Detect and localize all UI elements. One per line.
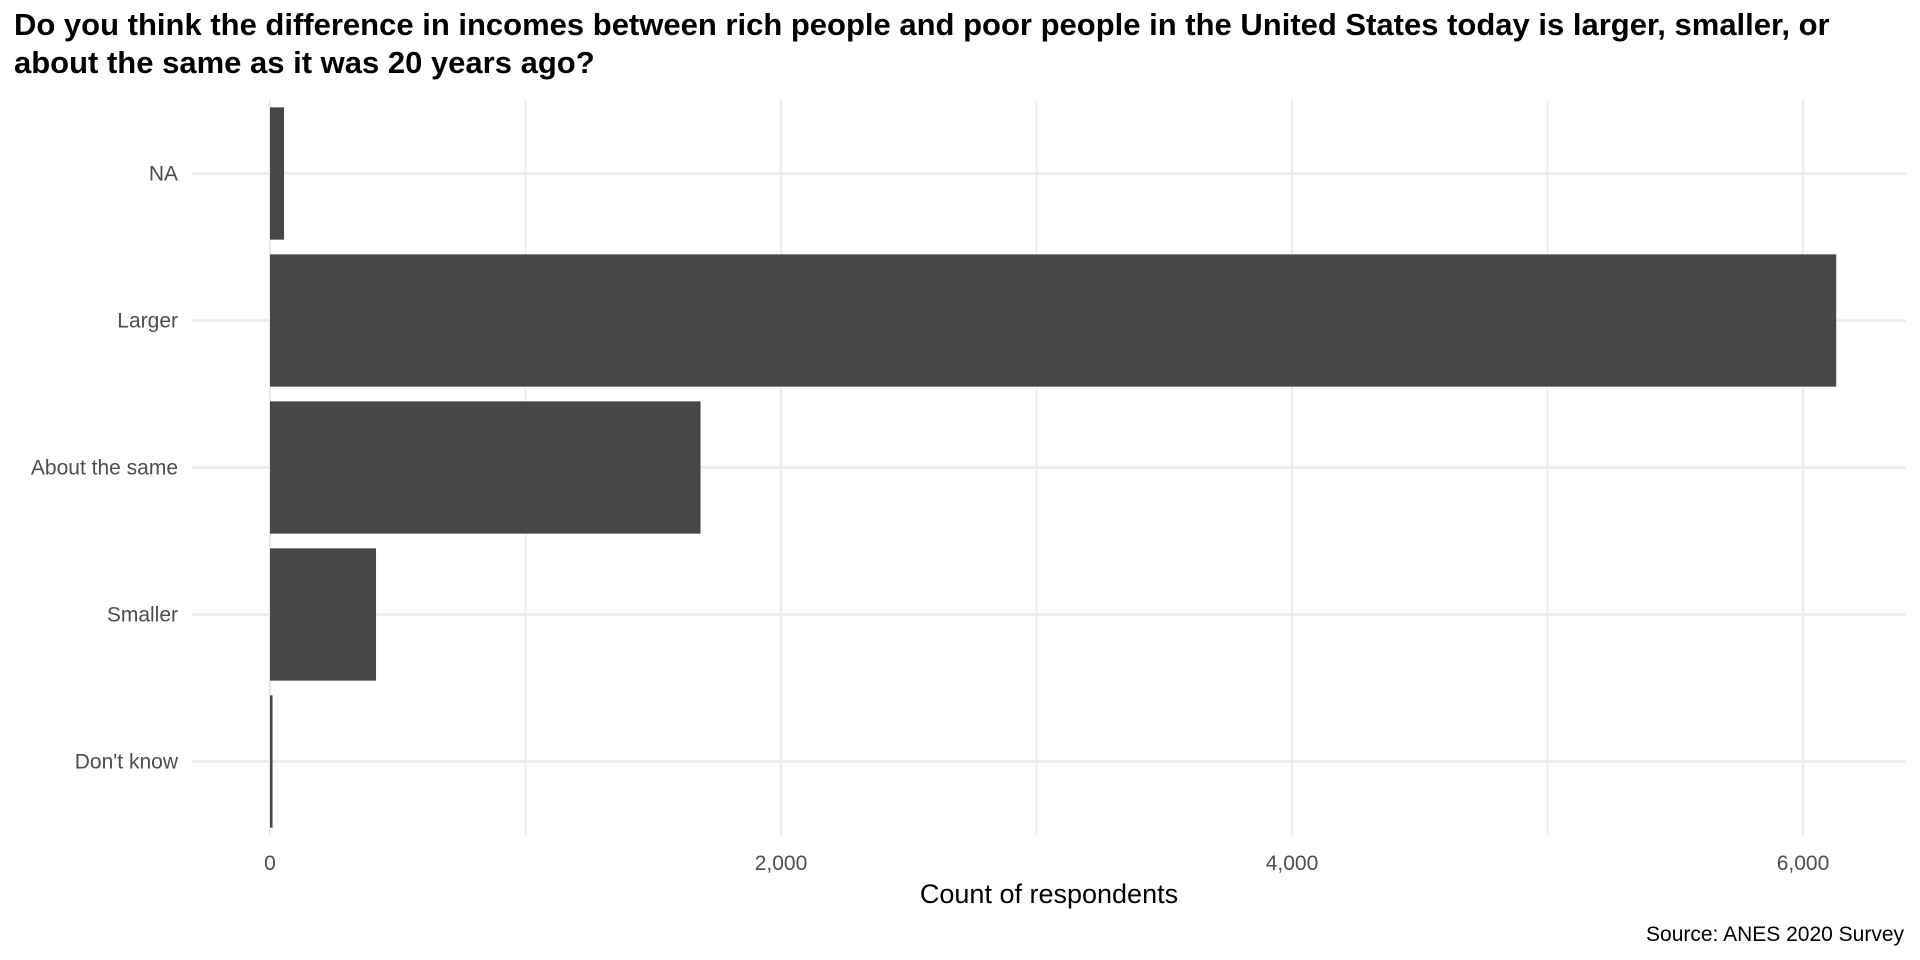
x-tick-label: 4,000	[1266, 852, 1319, 875]
y-axis: NA Larger About the same Smaller Don't know	[31, 163, 179, 774]
bars	[270, 107, 1837, 828]
x-axis-title: Count of respondents	[920, 879, 1178, 909]
y-tick-label: NA	[149, 163, 178, 186]
y-tick-label: Don't know	[75, 751, 179, 774]
bar-na	[270, 107, 285, 240]
y-tick-label: Smaller	[107, 604, 178, 627]
y-tick-label: Larger	[117, 310, 178, 333]
y-tick-label: About the same	[31, 457, 178, 480]
x-tick-label: 0	[264, 852, 276, 875]
bar-about-the-same	[270, 401, 701, 534]
chart-title: Do you think the difference in incomes b…	[14, 7, 1830, 80]
bar-don-t-know	[270, 695, 273, 828]
x-tick-label: 6,000	[1777, 852, 1830, 875]
x-axis: 0 2,000 4,000 6,000	[264, 852, 1829, 875]
source-caption: Source: ANES 2020 Survey	[1646, 923, 1904, 946]
grid-lines	[192, 100, 1906, 835]
bar-smaller	[270, 548, 377, 681]
x-tick-label: 2,000	[755, 852, 808, 875]
bar-larger	[270, 254, 1837, 387]
